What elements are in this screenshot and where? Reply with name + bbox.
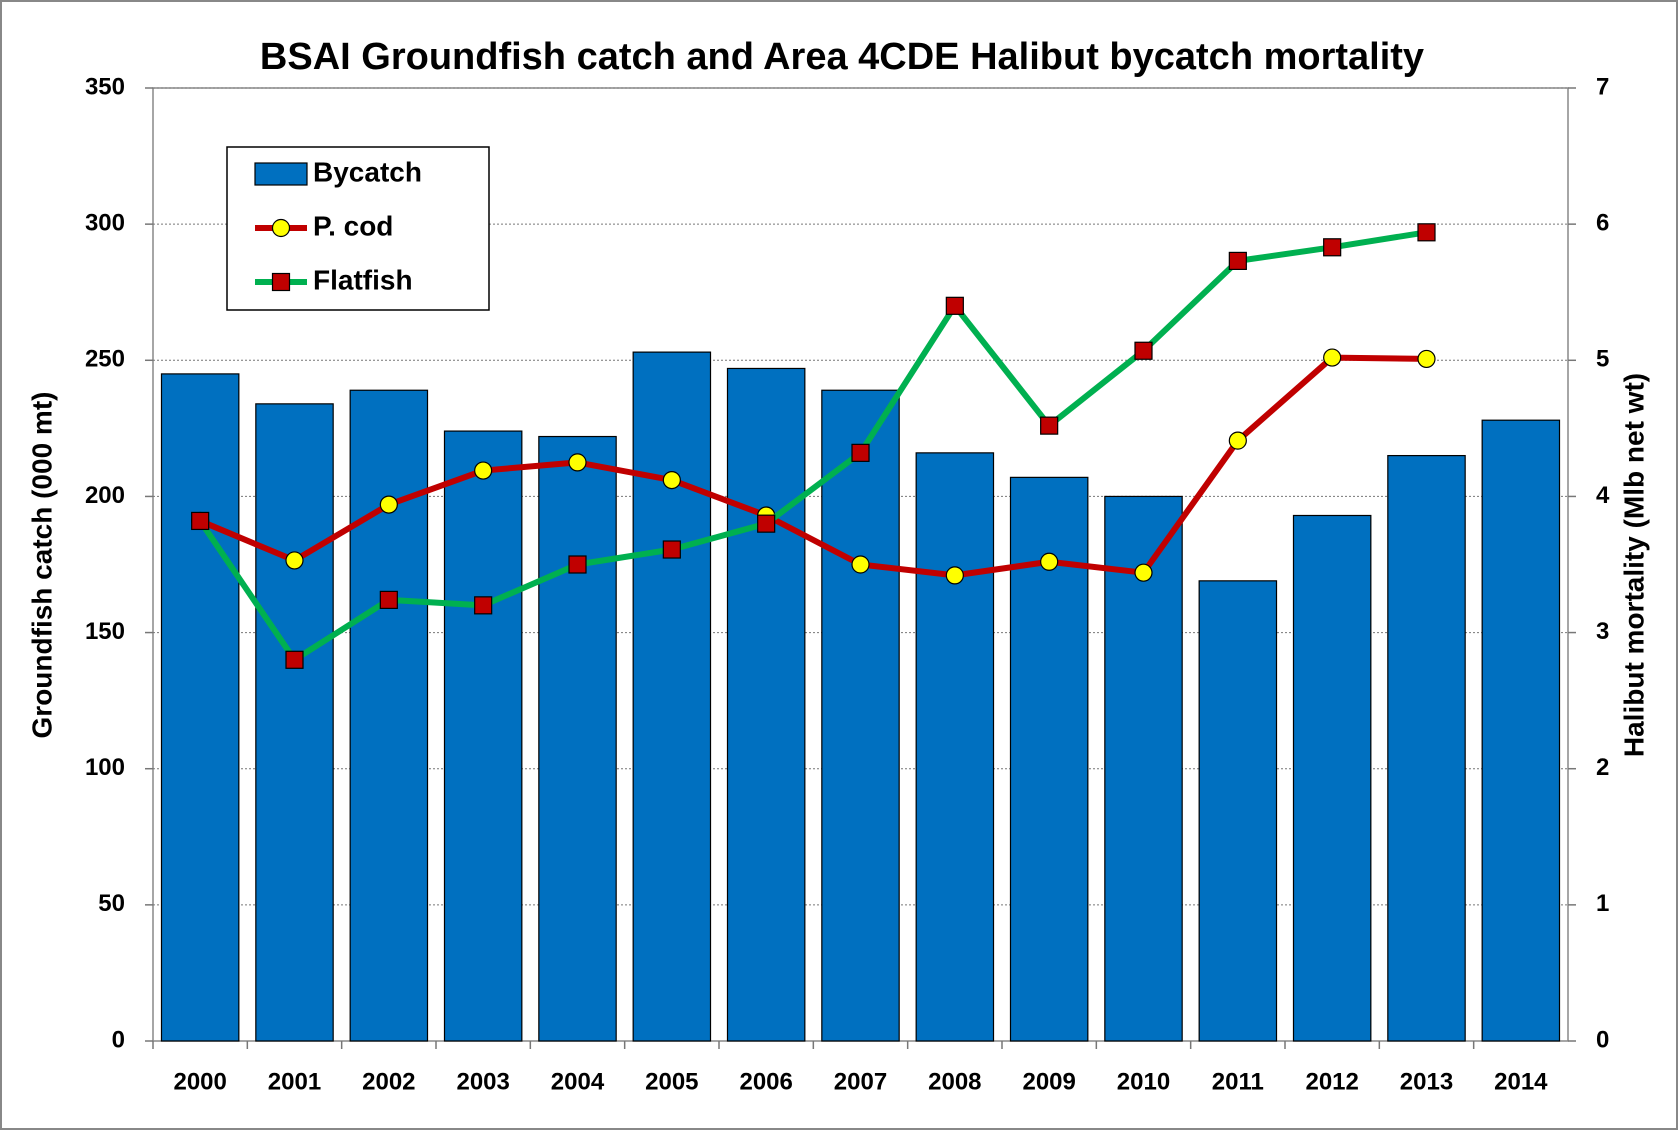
legend-swatch bbox=[254, 162, 308, 186]
line bbox=[199, 354, 1427, 579]
legend-label: P. cod bbox=[313, 210, 393, 241]
x-tick-label: 2004 bbox=[551, 1068, 605, 1095]
y-axis-label: Groundfish catch (000 mt) bbox=[26, 392, 57, 739]
x-tick-label: 2010 bbox=[1117, 1068, 1170, 1095]
marker bbox=[1228, 431, 1247, 450]
bar bbox=[1104, 495, 1183, 1042]
marker bbox=[851, 443, 870, 462]
y-tick-label: 350 bbox=[85, 73, 125, 100]
y-tick-label: 150 bbox=[85, 618, 125, 645]
bar bbox=[1009, 476, 1089, 1042]
bar bbox=[443, 430, 523, 1042]
y-tick-label: 200 bbox=[85, 482, 125, 509]
marker bbox=[379, 495, 398, 514]
legend-label: Bycatch bbox=[313, 156, 422, 187]
x-tick-label: 2007 bbox=[834, 1068, 887, 1095]
y-tick-label: 50 bbox=[98, 890, 125, 917]
bar bbox=[821, 389, 900, 1042]
y-tick-label: 0 bbox=[112, 1026, 125, 1053]
legend-label: Flatfish bbox=[313, 264, 413, 295]
chart-title: BSAI Groundfish catch and Area 4CDE Hali… bbox=[260, 36, 1424, 78]
y-tick-label: 100 bbox=[85, 754, 125, 781]
marker bbox=[474, 461, 493, 480]
bar bbox=[632, 351, 712, 1042]
marker bbox=[1323, 348, 1342, 367]
bar bbox=[349, 389, 429, 1042]
x-tick-label: 2006 bbox=[739, 1068, 792, 1095]
y-tick-label: 250 bbox=[85, 346, 125, 373]
line bbox=[197, 229, 1427, 663]
marker bbox=[568, 555, 587, 574]
y2-tick-label: 5 bbox=[1596, 346, 1609, 373]
y2-tick-label: 0 bbox=[1596, 1026, 1609, 1053]
x-tick-label: 2005 bbox=[645, 1068, 698, 1095]
legend-marker bbox=[271, 272, 291, 292]
marker bbox=[568, 453, 587, 472]
bar bbox=[1292, 514, 1372, 1042]
bar bbox=[915, 452, 995, 1042]
marker bbox=[379, 590, 398, 609]
x-tick-label: 2000 bbox=[173, 1068, 226, 1095]
bar bbox=[1387, 454, 1466, 1042]
marker bbox=[285, 650, 304, 669]
y2-tick-label: 3 bbox=[1596, 618, 1609, 645]
marker bbox=[662, 470, 681, 490]
x-tick-label: 2008 bbox=[928, 1068, 981, 1095]
marker bbox=[1323, 238, 1342, 257]
marker bbox=[1134, 341, 1153, 360]
bar bbox=[1481, 419, 1561, 1042]
marker bbox=[1134, 563, 1153, 582]
legend-marker bbox=[271, 218, 291, 238]
marker bbox=[191, 511, 210, 531]
bar bbox=[255, 403, 334, 1042]
y2-tick-label: 2 bbox=[1596, 754, 1609, 781]
y-tick-label: 300 bbox=[85, 209, 125, 236]
x-tick-label: 2003 bbox=[456, 1068, 509, 1095]
y2-tick-label: 4 bbox=[1596, 482, 1610, 509]
bar bbox=[538, 435, 617, 1042]
marker bbox=[757, 514, 776, 533]
marker bbox=[945, 296, 964, 315]
marker bbox=[285, 551, 304, 570]
marker bbox=[474, 596, 493, 615]
bar bbox=[726, 367, 806, 1042]
x-tick-label: 2011 bbox=[1212, 1068, 1264, 1095]
marker bbox=[1228, 251, 1247, 271]
y2-tick-label: 7 bbox=[1596, 73, 1609, 100]
marker bbox=[662, 540, 681, 559]
y2-axis-label: Halibut mortality (Mlb net wt) bbox=[1618, 373, 1649, 757]
x-tick-label: 2013 bbox=[1400, 1068, 1453, 1095]
x-tick-label: 2009 bbox=[1022, 1068, 1075, 1095]
x-tick-label: 2014 bbox=[1494, 1068, 1548, 1095]
y2-tick-label: 6 bbox=[1596, 209, 1609, 236]
marker bbox=[1417, 349, 1436, 369]
marker bbox=[1040, 552, 1059, 571]
bar bbox=[160, 373, 240, 1042]
marker bbox=[945, 566, 964, 585]
marker bbox=[1417, 223, 1436, 242]
marker bbox=[1040, 416, 1059, 435]
x-tick-label: 2001 bbox=[268, 1068, 321, 1095]
x-tick-label: 2012 bbox=[1305, 1068, 1358, 1095]
bar bbox=[1198, 580, 1278, 1042]
y2-tick-label: 1 bbox=[1596, 890, 1609, 917]
x-tick-label: 2002 bbox=[362, 1068, 415, 1095]
marker bbox=[851, 555, 870, 574]
